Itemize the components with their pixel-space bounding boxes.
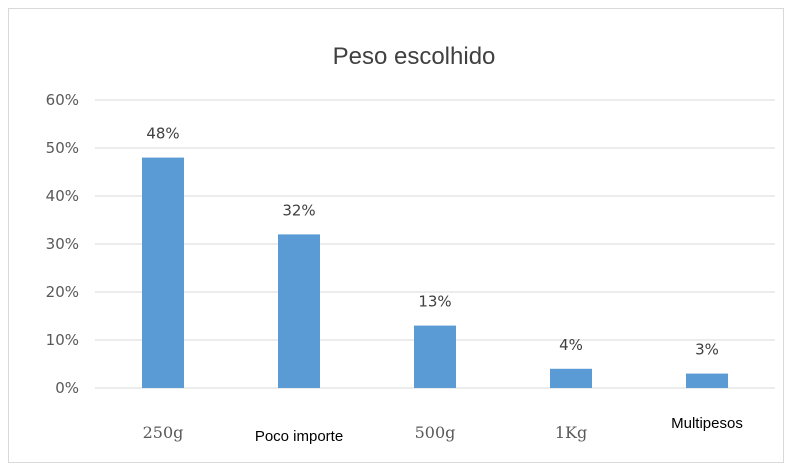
bar (686, 373, 728, 388)
y-tick-label: 0% (55, 379, 79, 397)
data-labels: 48% 32% 13% 4% 3% (146, 125, 719, 359)
bars (142, 157, 728, 388)
gridlines (95, 99, 775, 389)
data-label: 13% (418, 293, 451, 311)
y-tick-label: 40% (46, 187, 79, 205)
x-category-label: Multipesos (671, 415, 743, 432)
data-label: 48% (146, 125, 179, 143)
y-tick-label: 10% (46, 331, 79, 349)
x-category-label: Poco importe (255, 428, 343, 445)
y-tick-label: 30% (46, 235, 79, 253)
bar (278, 234, 320, 388)
x-axis-categories: 250g Poco importe 500g 1Kg Multipesos (143, 415, 743, 445)
data-label: 4% (559, 336, 583, 354)
chart-area (8, 8, 784, 463)
data-label: 3% (695, 341, 719, 359)
bar (414, 325, 456, 388)
x-category-label: 500g (415, 423, 456, 442)
bar (550, 368, 592, 388)
x-category-label: 1Kg (555, 423, 587, 442)
x-category-label: 250g (143, 423, 184, 442)
y-tick-label: 60% (46, 91, 79, 109)
bar (142, 157, 184, 388)
y-tick-label: 20% (46, 283, 79, 301)
y-tick-label: 50% (46, 139, 79, 157)
chart-title: Peso escolhido (333, 43, 496, 70)
y-axis-ticks: 0% 10% 20% 30% 40% 50% 60% (46, 91, 79, 397)
data-label: 32% (282, 201, 315, 219)
